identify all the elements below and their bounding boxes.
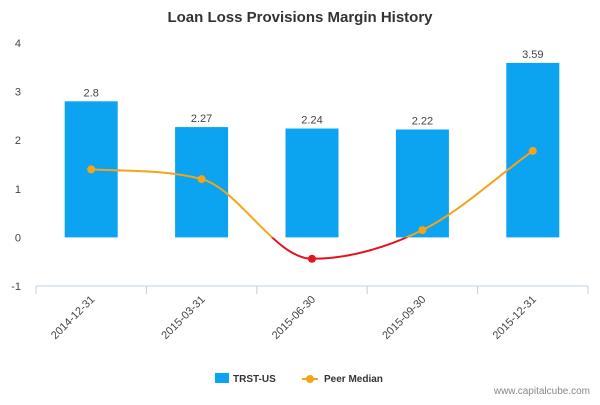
bar-data-label: 2.8 — [84, 87, 99, 99]
x-tick-label: 2015-12-31 — [491, 294, 539, 342]
x-tick-label: 2014-12-31 — [49, 294, 97, 342]
bar-data-label: 2.27 — [191, 113, 212, 125]
peer-median-point — [308, 254, 316, 263]
bars-layer — [64, 62, 560, 238]
bar-trst-us — [395, 129, 449, 238]
bar-data-label: 2.22 — [412, 116, 433, 128]
y-tick-label: -1 — [11, 281, 21, 293]
footer-source: www.capitalcube.com — [493, 386, 590, 397]
y-tick-label: 3 — [15, 87, 21, 99]
y-tick-label: 2 — [15, 135, 21, 147]
bar-trst-us — [285, 128, 339, 238]
legend-label-trst-us: TRST-US — [233, 374, 276, 385]
x-tick-label: 2015-09-30 — [380, 294, 428, 342]
chart-title: Loan Loss Provisions Margin History — [167, 9, 433, 26]
y-tick-label: 0 — [15, 232, 21, 244]
y-tick-label: 4 — [15, 38, 21, 50]
y-tick-label: 1 — [15, 184, 21, 196]
peer-median-point — [197, 175, 206, 184]
legend-label-peer-median: Peer Median — [324, 374, 383, 385]
legend: TRST-US Peer Median — [215, 373, 383, 385]
x-tick-label: 2015-03-31 — [159, 294, 207, 342]
peer-median-point — [528, 146, 537, 155]
legend-swatch-trst-us — [215, 373, 229, 383]
data-labels-layer: 2.8 2.27 2.24 2.22 3.59 — [84, 49, 544, 128]
peer-median-point — [418, 226, 427, 235]
bar-data-label: 3.59 — [522, 49, 543, 61]
legend-marker-peer-median — [306, 375, 314, 383]
peer-median-point — [87, 165, 96, 174]
x-tick-label: 2015-06-30 — [270, 294, 318, 342]
peer-median-points-layer — [87, 146, 537, 263]
bar-data-label: 2.24 — [301, 115, 322, 127]
